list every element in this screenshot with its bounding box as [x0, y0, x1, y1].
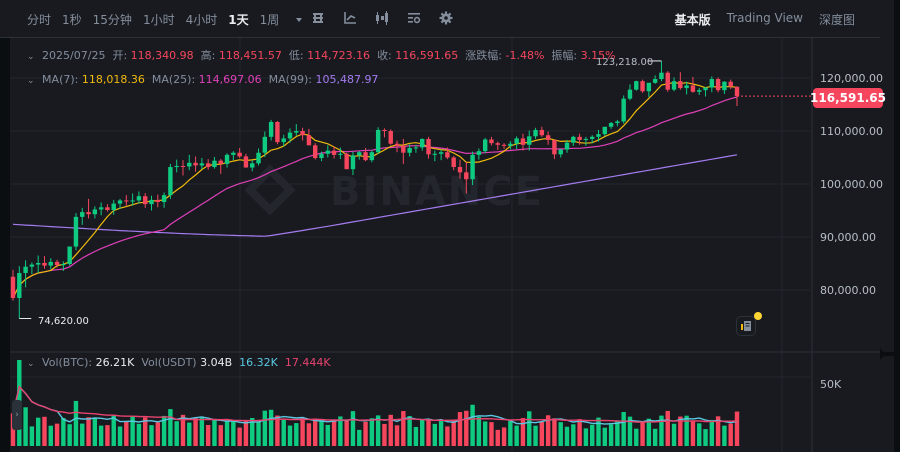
ma7-label: MA(7):: [42, 73, 79, 86]
change-label: 涨跌幅:: [465, 49, 502, 62]
settings-list-button[interactable]: [406, 10, 422, 26]
ma25-value: 114,697.06: [198, 73, 262, 86]
interval-4h[interactable]: 4小时: [185, 13, 218, 27]
vol-ma-short-value: 16.32K: [239, 356, 278, 369]
chevron-down-icon: [296, 17, 303, 22]
current-price-tag: 116,591.65: [810, 88, 886, 108]
gear-icon: [439, 11, 453, 25]
open-label: 开:: [112, 49, 128, 62]
more-intervals-dropdown[interactable]: [294, 13, 304, 27]
high-marker-label: 123,218.00: [596, 57, 654, 68]
low-value: 114,723.16: [307, 49, 371, 62]
vol-usdt-label: Vol(USDT): [141, 356, 197, 369]
indicator-icon: [344, 12, 356, 24]
rail-panel-bottom: [880, 356, 894, 452]
interval-1d[interactable]: 1天: [228, 13, 249, 27]
amplitude-value: 3.15%: [580, 49, 616, 62]
news-icon: [741, 321, 751, 331]
collapse-legend-icon[interactable]: ⌄: [27, 52, 35, 62]
ma-legend: ⌄ MA(7): 118,018.36 MA(25): 114,697.06 M…: [27, 73, 378, 86]
ma99-label: MA(99):: [268, 73, 312, 86]
volume-axis-label: 50K: [820, 378, 842, 391]
close-value: 116,591.65: [395, 49, 459, 62]
legend-date: 2025/07/25: [42, 49, 106, 62]
indicator-button[interactable]: [342, 10, 358, 26]
change-value: -1.48%: [505, 49, 545, 62]
price-axis-label: 90,000.00: [820, 231, 876, 244]
candle-type-icon: [376, 11, 388, 25]
price-axis-label: 120,000.00: [820, 72, 883, 85]
volume-legend: ⌄ Vol(BTC): 26.21K Vol(USDT) 3.04B 16.32…: [27, 356, 331, 369]
ma99-value: 105,487.97: [315, 73, 379, 86]
interval-15m[interactable]: 15分钟: [92, 13, 132, 27]
candle-layout-icon: [313, 13, 323, 23]
ma7-value: 118,018.36: [81, 73, 145, 86]
interval-time[interactable]: 分时: [27, 13, 52, 27]
candle-type-button[interactable]: [374, 10, 390, 26]
collapse-volume-icon[interactable]: ⌄: [27, 359, 35, 369]
view-switcher: 基本版 Trading View 深度图: [659, 11, 855, 28]
collapse-ma-icon[interactable]: ⌄: [27, 76, 35, 86]
expand-panel-handle[interactable]: ›: [12, 400, 22, 430]
ma25-label: MA(25):: [151, 73, 196, 86]
view-depth[interactable]: 深度图: [818, 13, 855, 27]
price-axis-label: 100,000.00: [820, 178, 883, 191]
price-axis-label: 110,000.00: [820, 125, 883, 138]
view-basic[interactable]: 基本版: [674, 13, 711, 27]
vol-btc-label: Vol(BTC):: [42, 356, 93, 369]
left-edge-strip: [0, 0, 10, 452]
interval-1w[interactable]: 1周: [259, 13, 280, 27]
candlestick-chart[interactable]: BINANCE: [10, 38, 880, 452]
chart-toolbar: 分时 1秒 15分钟 1小时 4小时 1天 1周 基本版 Trading Vie…: [0, 0, 880, 38]
amplitude-label: 振幅:: [551, 49, 578, 62]
open-value: 118,340.98: [130, 49, 194, 62]
view-tradingview[interactable]: Trading View: [726, 11, 803, 25]
low-marker-label: 74,620.00: [38, 316, 89, 327]
high-value: 118,451.57: [218, 49, 282, 62]
low-label: 低:: [288, 49, 304, 62]
vol-btc-value: 26.21K: [95, 356, 135, 369]
settings-list-icon: [408, 13, 421, 24]
vol-ma-long-value: 17.444K: [284, 356, 331, 369]
high-label: 高:: [200, 49, 216, 62]
right-rail: [880, 0, 900, 452]
interval-selector: 分时 1秒 15分钟 1小时 4小时 1天 1周: [27, 11, 315, 28]
close-label: 收:: [377, 49, 392, 62]
chart-settings-button[interactable]: [438, 10, 454, 26]
news-button[interactable]: [736, 316, 756, 336]
candle-layout-button[interactable]: [310, 10, 326, 26]
ohlc-legend: ⌄ 2025/07/25 开: 118,340.98 高: 118,451.57…: [27, 47, 616, 63]
svg-text:BINANCE: BINANCE: [330, 169, 544, 215]
news-notification-dot: [754, 312, 762, 320]
interval-1h[interactable]: 1小时: [142, 13, 175, 27]
price-axis-label: 80,000.00: [820, 284, 876, 297]
rail-panel-top: [880, 0, 894, 352]
chart-tools: [310, 10, 470, 26]
vol-usdt-value: 3.04B: [200, 356, 233, 369]
interval-1s[interactable]: 1秒: [62, 13, 82, 27]
